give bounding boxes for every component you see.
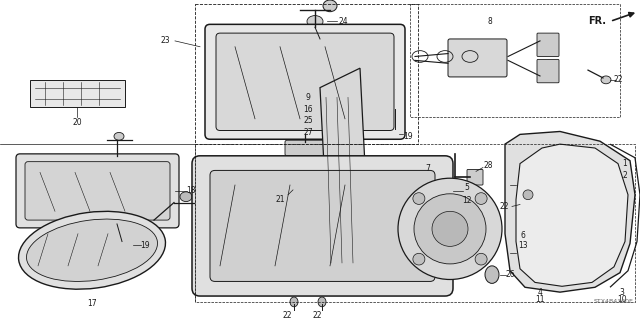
FancyBboxPatch shape (205, 24, 405, 139)
Circle shape (398, 178, 502, 279)
Ellipse shape (180, 192, 192, 202)
Circle shape (413, 193, 425, 204)
Text: 26: 26 (505, 270, 515, 279)
FancyBboxPatch shape (16, 154, 179, 228)
FancyBboxPatch shape (30, 80, 125, 107)
Circle shape (432, 211, 468, 246)
Text: 21: 21 (275, 195, 285, 204)
Polygon shape (516, 144, 628, 286)
Circle shape (475, 193, 487, 204)
FancyBboxPatch shape (285, 140, 325, 156)
Text: 8: 8 (488, 17, 492, 26)
FancyBboxPatch shape (25, 162, 170, 220)
Text: 13: 13 (518, 241, 528, 250)
Text: 19: 19 (403, 132, 413, 141)
Text: 22: 22 (499, 202, 509, 211)
Text: 7: 7 (426, 164, 431, 173)
Text: 17: 17 (87, 299, 97, 308)
Text: 27: 27 (303, 128, 313, 137)
FancyBboxPatch shape (192, 156, 453, 296)
Ellipse shape (289, 174, 307, 192)
Text: 16: 16 (303, 105, 313, 114)
Text: 22: 22 (312, 311, 322, 319)
Ellipse shape (293, 178, 303, 188)
Text: 25: 25 (303, 116, 313, 125)
Text: 6: 6 (520, 231, 525, 240)
Ellipse shape (318, 297, 326, 307)
FancyBboxPatch shape (216, 33, 394, 130)
Text: 5: 5 (465, 183, 469, 192)
Text: 18: 18 (186, 186, 196, 195)
Ellipse shape (19, 211, 166, 289)
Text: 9: 9 (305, 93, 310, 102)
Circle shape (523, 190, 533, 200)
Ellipse shape (26, 219, 157, 281)
Text: 24: 24 (338, 17, 348, 26)
Text: FR.: FR. (588, 16, 606, 26)
Polygon shape (505, 131, 635, 292)
Text: 10: 10 (617, 295, 627, 304)
Ellipse shape (391, 128, 399, 137)
FancyBboxPatch shape (448, 39, 507, 77)
Text: 19: 19 (140, 241, 150, 250)
FancyBboxPatch shape (210, 170, 435, 281)
Ellipse shape (307, 16, 323, 27)
Text: 22: 22 (613, 75, 623, 84)
Ellipse shape (290, 297, 298, 307)
Circle shape (414, 194, 486, 264)
Text: STX4B4300E: STX4B4300E (594, 299, 634, 304)
Ellipse shape (485, 266, 499, 283)
Ellipse shape (601, 76, 611, 84)
Text: 4: 4 (538, 288, 543, 297)
FancyBboxPatch shape (467, 169, 483, 185)
Circle shape (413, 253, 425, 265)
Ellipse shape (121, 241, 129, 250)
Text: 28: 28 (483, 161, 493, 170)
Ellipse shape (114, 132, 124, 140)
Polygon shape (320, 68, 370, 282)
Text: 3: 3 (620, 288, 625, 297)
Circle shape (475, 253, 487, 265)
FancyBboxPatch shape (537, 59, 559, 83)
Text: 22: 22 (282, 311, 292, 319)
Text: 1: 1 (623, 159, 627, 168)
Text: 23: 23 (160, 36, 170, 45)
Text: 20: 20 (72, 118, 82, 127)
FancyBboxPatch shape (537, 33, 559, 56)
Text: 2: 2 (623, 171, 627, 180)
Text: 11: 11 (535, 295, 545, 304)
Text: 12: 12 (462, 196, 472, 205)
Ellipse shape (323, 0, 337, 12)
